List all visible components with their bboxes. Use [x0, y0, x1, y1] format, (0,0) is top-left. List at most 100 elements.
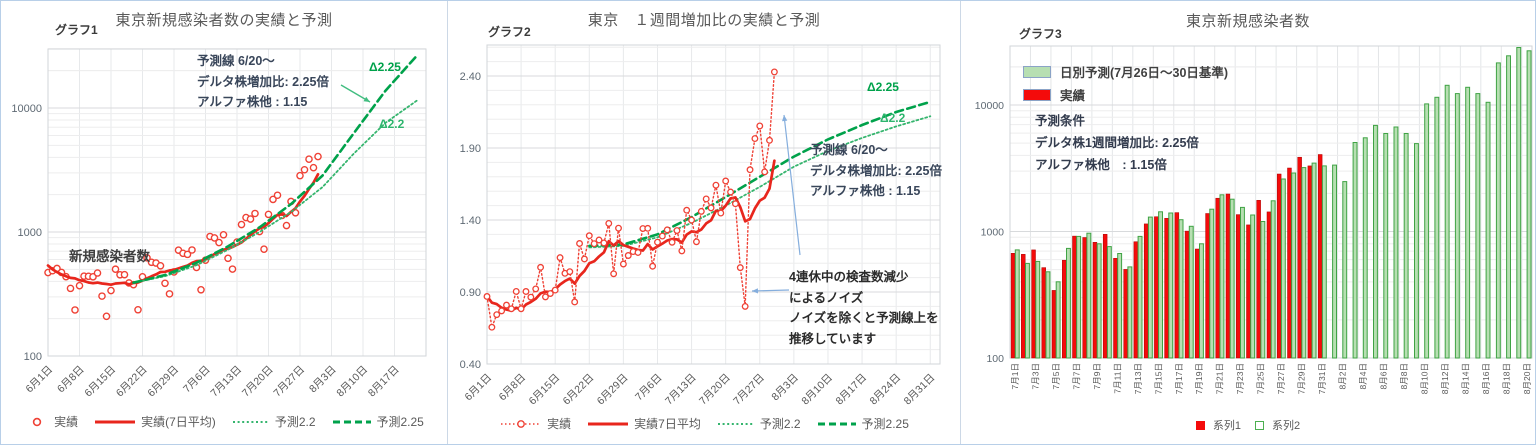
svg-text:7月25日: 7月25日 — [1256, 363, 1266, 394]
svg-text:7月13日: 7月13日 — [208, 364, 244, 400]
red-bar-swatch-icon — [1023, 88, 1051, 101]
legend-label: 実績7日平均 — [634, 417, 701, 431]
chart2-legend: 実績 実績7日平均 予測2.2 予測2.25 — [448, 415, 960, 432]
green-square-icon — [1255, 420, 1264, 430]
panel-graph1[interactable]: 100 1000 10000 6月1日 6月8日 6月15日 6月22日 6月29日 7月6日 7… — [1, 1, 448, 444]
svg-text:8月20日: 8月20日 — [1522, 363, 1532, 394]
svg-text:7月5日: 7月5日 — [1051, 363, 1061, 389]
svg-text:8月16日: 8月16日 — [1481, 363, 1491, 394]
svg-text:8月4日: 8月4日 — [1358, 363, 1368, 389]
annotation-line: デルタ株増加比: 2.25倍 — [810, 163, 942, 178]
actual-scatter-series — [44, 152, 322, 321]
svg-text:7月20日: 7月20日 — [240, 364, 276, 400]
svg-text:6月29日: 6月29日 — [145, 364, 181, 400]
forecast225-series — [588, 100, 932, 248]
gridlines — [47, 48, 427, 357]
chart1-delta225-label: Δ2.25 — [369, 60, 401, 74]
bar-series-actual — [1010, 154, 1323, 359]
annotation-line: 予測条件 — [1035, 114, 1086, 128]
forecast225-series — [132, 54, 419, 285]
legend-label: 実績 — [547, 417, 572, 431]
legend-item-actual: 実績 — [499, 415, 571, 432]
legend-label: 実績 — [1060, 89, 1086, 103]
svg-text:7月11日: 7月11日 — [1112, 363, 1122, 394]
svg-text:8月10日: 8月10日 — [799, 372, 835, 408]
actual-ratio-series — [483, 68, 778, 331]
svg-text:8月12日: 8月12日 — [1440, 363, 1450, 394]
legend-label: 予測2.2 — [274, 415, 316, 429]
legend-item-series1: 系列1 — [1195, 417, 1241, 433]
svg-text:7月27日: 7月27日 — [1276, 363, 1286, 394]
chart1-series-callout: 新規感染者数 — [69, 249, 150, 264]
svg-text:6月15日: 6月15日 — [82, 364, 118, 400]
svg-text:10000: 10000 — [11, 103, 42, 115]
chart2-panel-label: グラフ2 — [488, 25, 531, 39]
chart3-legend-bottom: 系列1 系列2 — [961, 417, 1535, 433]
chart3-legend-forecast: 日別予測(7月26日〜30日基準) — [1023, 62, 1228, 81]
dotted-line-icon — [232, 420, 269, 423]
svg-text:100: 100 — [986, 353, 1004, 365]
legend-label: 系列1 — [1212, 420, 1241, 432]
panel-graph3[interactable]: 100 1000 10000 7月1日 7月3日 7月5日 7月7日 7月9日 7月11日 7月1… — [961, 1, 1535, 444]
annotation-line: によるノイズ — [789, 290, 864, 305]
legend-item-f225: 予測2.25 — [816, 415, 909, 432]
annotation-arrow — [340, 84, 371, 103]
svg-text:7月27日: 7月27日 — [271, 364, 307, 400]
chart1-legend: 実績 実績(7日平均) 予測2.2 予測2.25 — [1, 413, 447, 430]
legend-item-avg: 実績7日平均 — [586, 415, 701, 432]
svg-text:8月2日: 8月2日 — [1338, 363, 1348, 389]
circle-marker-icon — [32, 417, 42, 426]
svg-text:6月29日: 6月29日 — [595, 372, 631, 408]
chart2-noise-annotation: 4連休中の検査数減少 によるノイズ ノイズを除くと予測線上を 推移しています — [789, 267, 939, 349]
red-square-icon — [1195, 420, 1205, 430]
svg-text:8月6日: 8月6日 — [1378, 363, 1388, 389]
legend-item-avg: 実績(7日平均) — [93, 413, 216, 430]
chart1-delta22-label: Δ2.2 — [379, 117, 405, 131]
svg-text:7月31日: 7月31日 — [1317, 363, 1327, 394]
axis-labels: 100 1000 10000 7月1日 7月3日 7月5日 7月7日 7月9日 7月11日 7月1… — [975, 100, 1532, 394]
annotation-line: 4連休中の検査数減少 — [789, 270, 909, 284]
svg-text:6月22日: 6月22日 — [114, 364, 150, 400]
svg-text:8月3日: 8月3日 — [769, 372, 801, 404]
legend-label: 系列2 — [1272, 420, 1301, 432]
svg-text:7月29日: 7月29日 — [1297, 363, 1307, 394]
legend-label: 実績 — [54, 415, 79, 429]
svg-text:1000: 1000 — [18, 227, 42, 239]
dotted-circle-marker-icon — [501, 419, 542, 428]
annotation-line: 予測線 6/20〜 — [810, 143, 888, 157]
chart1-annotation: 予測線 6/20〜 デルタ株増加比: 2.25倍 アルファ株他 : 1.15 — [197, 51, 329, 113]
legend-label: 予測2.25 — [376, 415, 424, 429]
svg-text:7月7日: 7月7日 — [1071, 363, 1081, 389]
svg-text:0.40: 0.40 — [460, 359, 481, 371]
svg-text:7月19日: 7月19日 — [1194, 363, 1204, 394]
panel-graph2[interactable]: 0.40 0.90 1.40 1.90 2.40 6月1日 6月8日 6月15日 6月22日 6月… — [448, 1, 961, 444]
avg7-series — [485, 159, 776, 313]
svg-text:7月23日: 7月23日 — [1235, 363, 1245, 394]
chart2-delta22-label: Δ2.2 — [880, 111, 906, 125]
legend-label: 日別予測(7月26日〜30日基準) — [1060, 66, 1229, 80]
svg-text:7月9日: 7月9日 — [1092, 363, 1102, 389]
chart3-canvas: 100 1000 10000 7月1日 7月3日 7月5日 7月7日 7月9日 7月11日 7月1… — [975, 45, 1533, 394]
svg-text:6月8日: 6月8日 — [497, 372, 529, 404]
svg-text:8月14日: 8月14日 — [1460, 363, 1470, 394]
solid-line-icon — [588, 422, 629, 425]
svg-text:8月10日: 8月10日 — [1419, 363, 1429, 394]
legend-label: 予測2.25 — [861, 417, 909, 431]
chart3-panel-label: グラフ3 — [1019, 27, 1062, 41]
svg-text:6月1日: 6月1日 — [463, 372, 495, 404]
chart3-annotation: 予測条件 デルタ株1週間増加比: 2.25倍 アルファ株他 : 1.15倍 — [1035, 110, 1199, 176]
svg-text:7月1日: 7月1日 — [1010, 363, 1020, 389]
annotation-line: デルタ株増加比: 2.25倍 — [197, 74, 329, 89]
annotation-line: アルファ株他 : 1.15 — [810, 184, 921, 198]
annotation-line: 推移しています — [789, 331, 877, 346]
legend-item-series2: 系列2 — [1255, 417, 1300, 433]
chart3-legend-actual: 実績 — [1023, 85, 1085, 104]
legend-item-f22: 予測2.2 — [716, 415, 801, 432]
chart3-title: 東京新規感染者数 — [1185, 13, 1310, 30]
annotation-line: デルタ株1週間増加比: 2.25倍 — [1035, 136, 1199, 150]
green-bar-swatch-icon — [1023, 65, 1051, 78]
svg-text:8月24日: 8月24日 — [868, 372, 904, 408]
chart1-panel-label: グラフ1 — [55, 23, 98, 37]
